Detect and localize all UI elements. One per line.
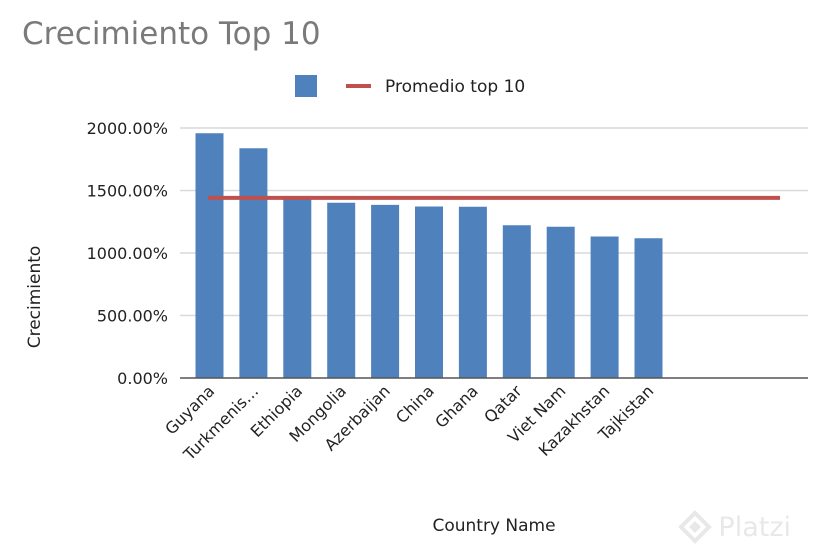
legend-swatch-bars bbox=[295, 75, 317, 97]
y-tick-label: 0.00% bbox=[117, 369, 168, 388]
y-axis-tick-labels: 0.00% 500.00% 1000.00% 1500.00% 2000.00% bbox=[87, 119, 168, 388]
y-tick-label: 1000.00% bbox=[87, 244, 168, 263]
x-axis-tick-labels: GuyanaTurkmenis…EthiopiaMongoliaAzerbaij… bbox=[161, 381, 657, 465]
chart-title: Crecimiento Top 10 bbox=[22, 16, 321, 52]
bar-china bbox=[415, 206, 443, 378]
y-axis-title: Crecimiento bbox=[25, 246, 45, 349]
platzi-logo-icon bbox=[678, 510, 713, 544]
watermark-text: Platzi bbox=[718, 511, 791, 543]
bar-viet-nam bbox=[546, 226, 575, 378]
bar-guyana bbox=[195, 133, 224, 378]
y-tick-label: 2000.00% bbox=[87, 119, 168, 138]
platzi-watermark: Platzi bbox=[678, 510, 791, 544]
legend-label-average: Promedio top 10 bbox=[385, 77, 525, 97]
bar-azerbaijan bbox=[371, 204, 400, 378]
x-tick-label: China bbox=[392, 381, 438, 427]
x-tick-label: Ghana bbox=[431, 381, 481, 431]
bar-turkmenis bbox=[239, 148, 268, 378]
bar-qatar bbox=[502, 225, 531, 378]
bar-ghana bbox=[458, 206, 487, 378]
y-tick-label: 500.00% bbox=[97, 307, 168, 326]
bars bbox=[195, 133, 663, 378]
legend: Promedio top 10 bbox=[295, 75, 525, 97]
x-axis-title: Country Name bbox=[432, 516, 555, 536]
bar-kazakhstan bbox=[590, 236, 619, 378]
gridlines bbox=[180, 127, 808, 317]
bar-tajkistan bbox=[634, 238, 663, 378]
bar-mongolia bbox=[327, 202, 356, 378]
bar-ethiopia bbox=[283, 198, 312, 378]
y-tick-label: 1500.00% bbox=[87, 182, 168, 201]
